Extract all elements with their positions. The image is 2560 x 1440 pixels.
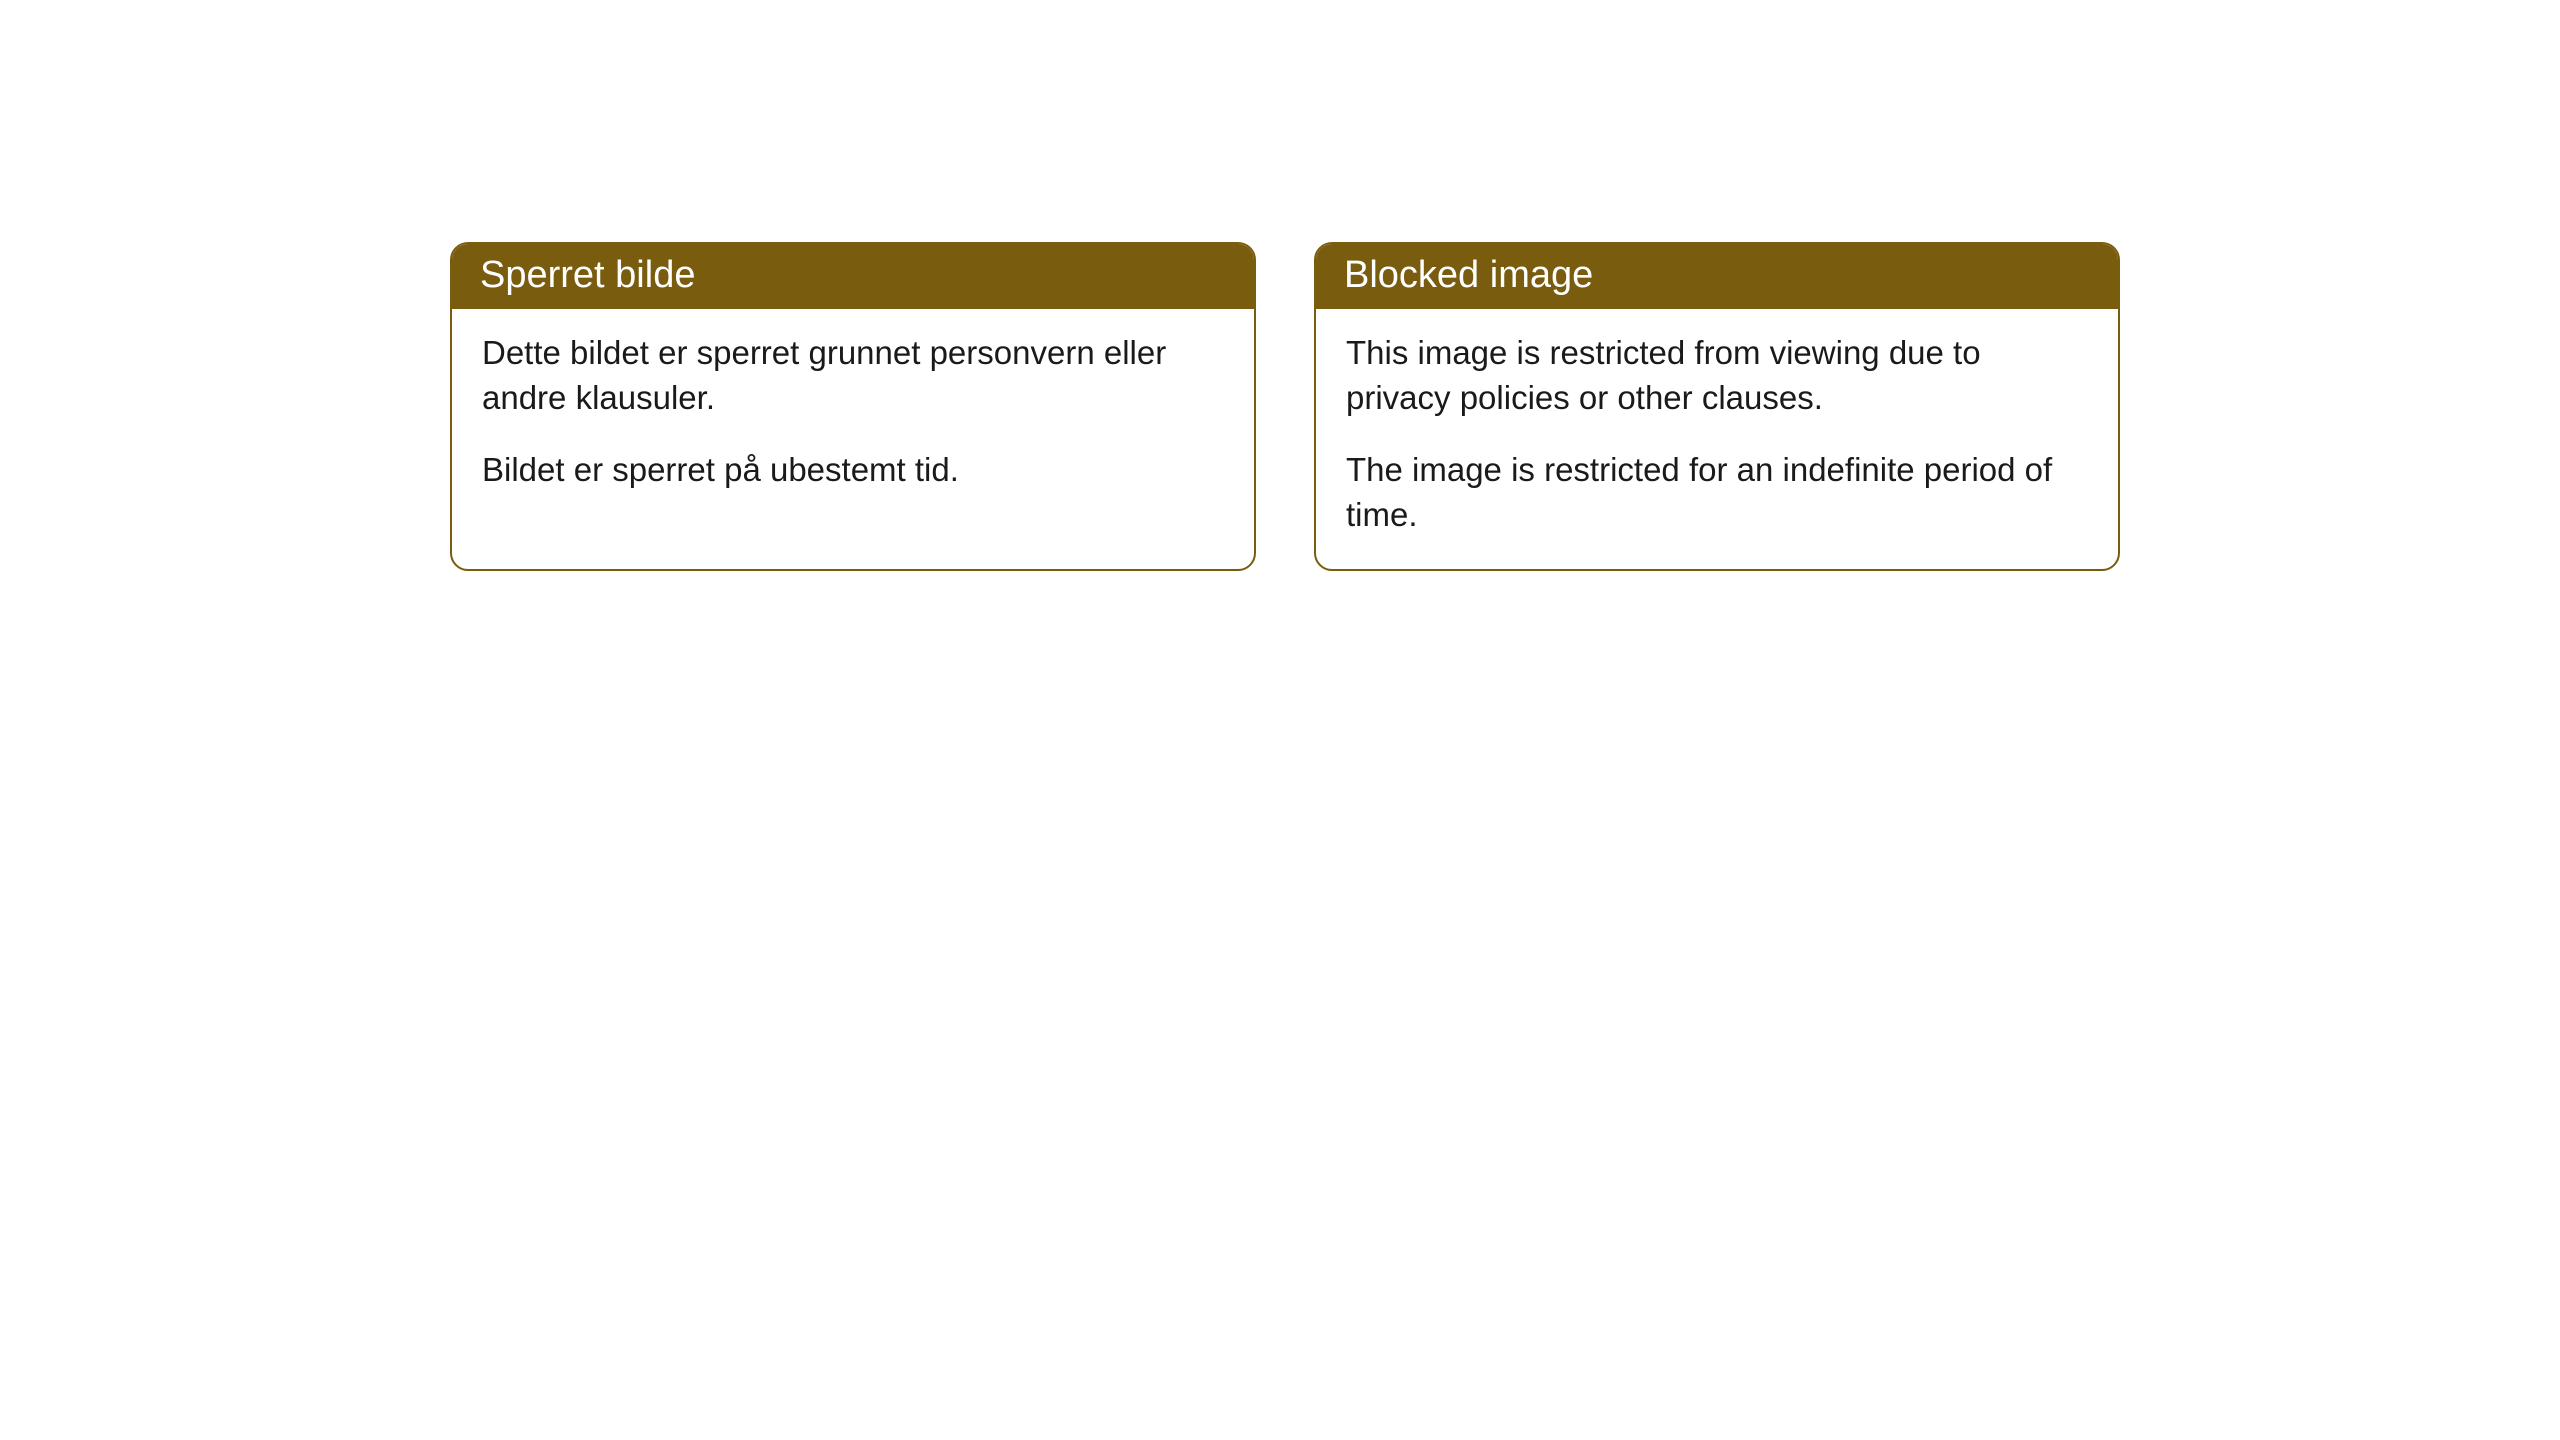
card-paragraph-1: This image is restricted from viewing du… [1346, 331, 2088, 420]
card-title-norwegian: Sperret bilde [452, 244, 1254, 309]
card-body-norwegian: Dette bildet er sperret grunnet personve… [452, 309, 1254, 525]
notice-cards-container: Sperret bilde Dette bildet er sperret gr… [0, 0, 2560, 571]
notice-card-english: Blocked image This image is restricted f… [1314, 242, 2120, 571]
card-paragraph-2: Bildet er sperret på ubestemt tid. [482, 448, 1224, 493]
card-title-english: Blocked image [1316, 244, 2118, 309]
notice-card-norwegian: Sperret bilde Dette bildet er sperret gr… [450, 242, 1256, 571]
card-paragraph-1: Dette bildet er sperret grunnet personve… [482, 331, 1224, 420]
card-body-english: This image is restricted from viewing du… [1316, 309, 2118, 569]
card-paragraph-2: The image is restricted for an indefinit… [1346, 448, 2088, 537]
